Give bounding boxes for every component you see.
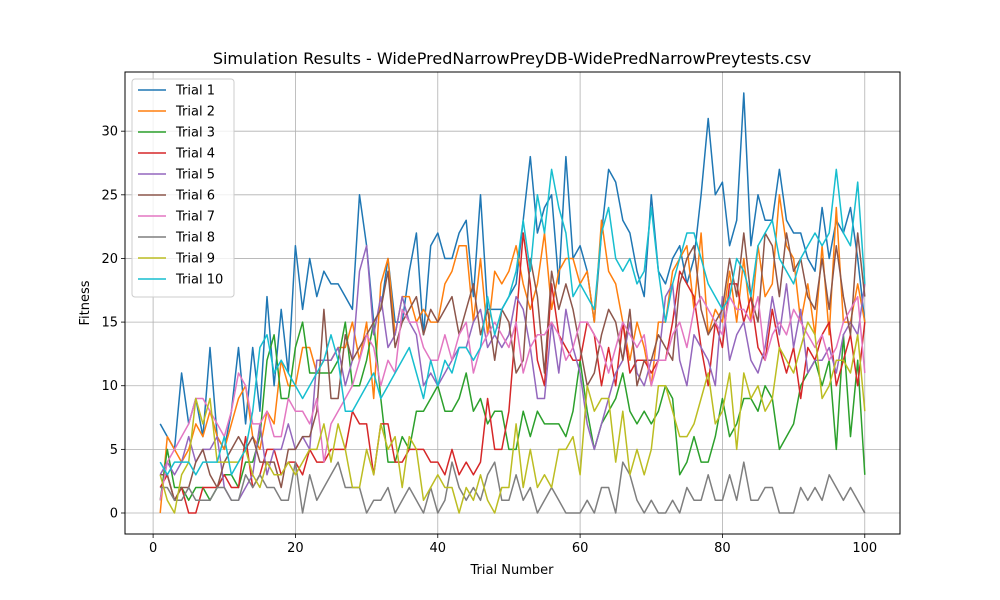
series-line-trial-9: [159, 321, 866, 514]
x-axis: 0 20 40 60 80 100: [149, 534, 877, 556]
y-tick-label: 25: [101, 188, 118, 203]
series-line-trial-8: [160, 461, 866, 514]
x-axis-label: Trial Number: [470, 563, 555, 578]
legend-label: Trial 7: [175, 210, 215, 225]
x-tick-label: 100: [852, 541, 877, 556]
series-line-trial-4: [159, 232, 866, 514]
chart-title: Simulation Results - WidePredNarrowPreyD…: [213, 49, 811, 68]
series-line-trial-2: [159, 194, 866, 514]
x-tick-label: 80: [714, 541, 731, 556]
legend-label: Trial 3: [175, 126, 215, 141]
y-axis: 0 5 10 15 20 25 30: [101, 125, 125, 522]
legend: Trial 1 Trial 2 Trial 3 Trial 4 Trial 5 Trial…: [131, 78, 235, 298]
legend-label: Trial 9: [175, 252, 215, 267]
legend-label: Trial 10: [175, 273, 223, 288]
x-tick-label: 60: [572, 541, 589, 556]
legend-label: Trial 1: [175, 84, 215, 99]
legend-label: Trial 8: [175, 231, 215, 246]
y-tick-label: 15: [101, 316, 118, 331]
legend-label: Trial 2: [175, 105, 215, 120]
x-tick-label: 40: [430, 541, 447, 556]
legend-label: Trial 4: [175, 147, 215, 162]
series-line-trial-5: [159, 244, 866, 502]
x-tick-label: 20: [287, 541, 304, 556]
legend-box: [131, 78, 235, 298]
series-lines: [159, 92, 866, 514]
y-tick-label: 30: [101, 125, 118, 140]
y-tick-label: 5: [110, 443, 118, 458]
legend-label: Trial 5: [175, 168, 215, 183]
series-line-trial-7: [159, 295, 866, 501]
y-tick-label: 0: [110, 507, 118, 522]
x-tick-label: 0: [149, 541, 157, 556]
y-tick-label: 20: [101, 252, 118, 267]
y-axis-label: Fitness: [78, 280, 93, 325]
y-tick-label: 10: [101, 379, 118, 394]
series-line-trial-10: [159, 168, 866, 476]
plot-frame: [124, 71, 901, 535]
series-line-trial-1: [159, 92, 866, 451]
legend-label: Trial 6: [175, 189, 215, 204]
